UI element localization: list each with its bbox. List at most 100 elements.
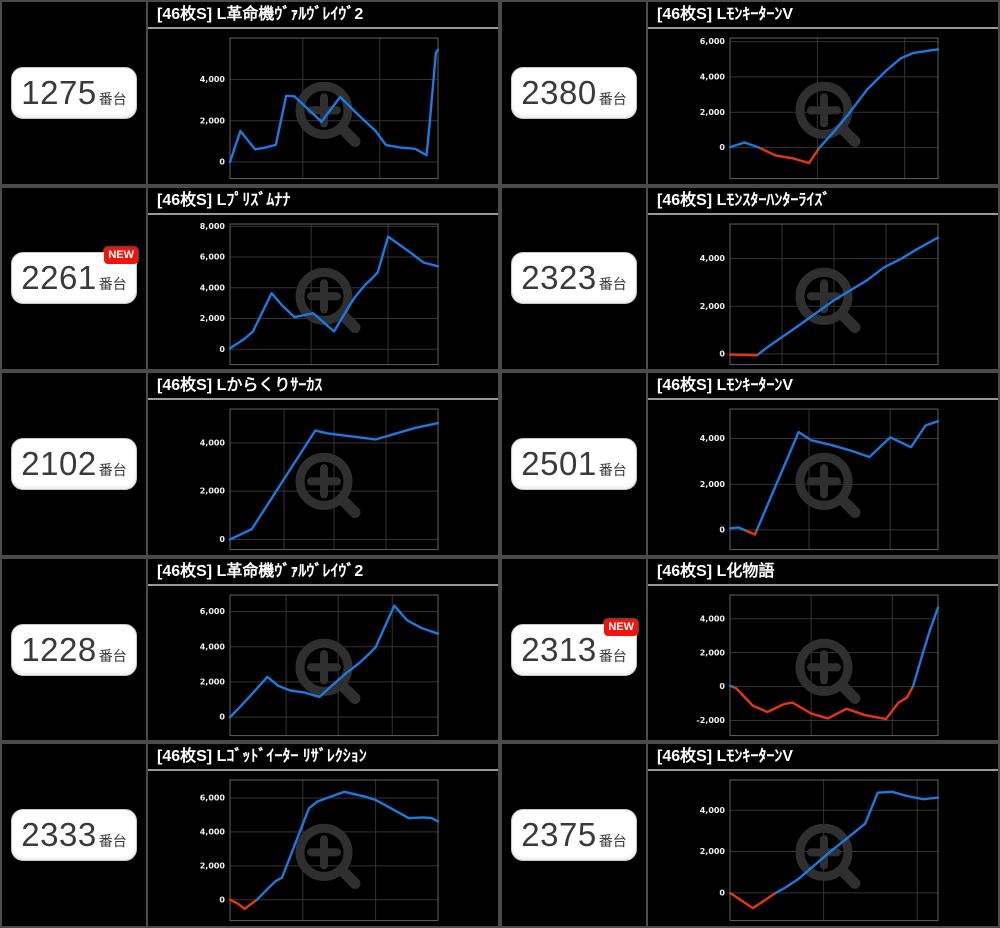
machine-panel[interactable]: 2333 番台 [46枚S] Lｺﾞｯﾄﾞｲｰﾀｰ ﾘｻﾞﾚｸｼｮﾝ 0 2,000… <box>0 742 500 928</box>
chart-svg: 0 2,000 4,000 6,000 <box>200 779 440 922</box>
payout-line-positive <box>228 48 440 164</box>
machine-title: [46枚S] Lからくりｻｰｶｽ <box>148 373 498 401</box>
svg-text:8,000: 8,000 <box>200 222 226 231</box>
magnifier-zoom-icon <box>295 824 361 890</box>
machine-panel[interactable]: 2102 番台 [46枚S] Lからくりｻｰｶｽ 0 2,000 4,000 <box>0 371 500 557</box>
y-axis-labels: 0 2,000 4,000 <box>200 75 226 167</box>
payout-line-positive <box>228 422 440 541</box>
machine-panel[interactable]: 2323 番台 [46枚S] Lﾓﾝｽﾀｰﾊﾝﾀｰﾗｲｽﾞ 0 2,000 4,000 <box>500 185 1000 372</box>
machine-number-badge: 2323 番台 <box>511 252 637 305</box>
machine-number-cell: 2380 番台 <box>502 2 648 184</box>
machine-panel-content: [46枚S] L革命機ｳﾞｧﾙｳﾞﾚｲｳﾞ2 0 2,000 4,000 6,000 <box>148 559 498 741</box>
machine-title: [46枚S] LﾓﾝｷｰﾀｰﾝV <box>648 744 998 772</box>
payout-chart[interactable]: 0 2,000 4,000 <box>648 400 998 555</box>
machine-number-cell: 2261 番台 NEW <box>2 187 148 370</box>
machine-number: 2323 <box>521 259 597 297</box>
chart-svg: 0 2,000 4,000 6,000 8,000 <box>200 222 440 365</box>
svg-text:0: 0 <box>219 712 225 721</box>
payout-line-negative <box>228 898 259 911</box>
y-axis-labels: 0 2,000 4,000 6,000 <box>200 794 226 905</box>
machine-panel-content: [46枚S] LﾓﾝｷｰﾀｰﾝV 0 2,000 4,000 <box>648 373 998 555</box>
svg-text:2,000: 2,000 <box>200 116 226 125</box>
svg-text:4,000: 4,000 <box>200 642 226 651</box>
payout-chart[interactable]: -2,000 0 2,000 4,000 <box>648 586 998 741</box>
payout-line-positive <box>728 420 940 532</box>
machine-number-unit: 番台 <box>98 833 127 850</box>
machine-title: [46枚S] Lﾓﾝｽﾀｰﾊﾝﾀｰﾗｲｽﾞ <box>648 188 998 215</box>
payout-line-positive <box>228 234 440 350</box>
magnifier-zoom-icon <box>795 452 861 519</box>
svg-text:2,000: 2,000 <box>700 480 726 489</box>
y-axis-labels: 0 2,000 4,000 <box>200 439 226 545</box>
magnifier-zoom-icon <box>295 452 361 519</box>
plot-border <box>729 779 939 922</box>
machine-number: 2375 <box>521 816 597 854</box>
chart-svg: 0 2,000 4,000 <box>700 408 940 551</box>
payout-line-positive <box>757 235 940 355</box>
machine-panel[interactable]: 2375 番台 [46枚S] LﾓﾝｷｰﾀｰﾝV 0 2,000 4,000 <box>500 742 1000 928</box>
machine-panel[interactable]: 1275 番台 [46枚S] L革命機ｳﾞｧﾙｳﾞﾚｲｳﾞ2 0 2,000 4,00… <box>0 0 500 186</box>
machine-panel[interactable]: 2261 番台 NEW [46枚S] Lﾌﾟﾘｽﾞﾑﾅﾅ 0 2,000 4,000 6… <box>0 185 500 372</box>
y-axis-labels: 0 2,000 4,000 <box>700 806 726 898</box>
svg-text:6,000: 6,000 <box>200 607 226 616</box>
payout-line-positive <box>255 790 440 902</box>
payout-chart[interactable]: 0 2,000 4,000 6,000 <box>648 29 998 184</box>
new-badge: NEW <box>604 618 638 636</box>
magnifier-zoom-icon <box>795 267 861 333</box>
svg-text:4,000: 4,000 <box>700 73 726 82</box>
payout-chart[interactable]: 0 2,000 4,000 <box>648 215 998 370</box>
y-axis-labels: 0 2,000 4,000 6,000 <box>700 37 726 152</box>
svg-text:-2,000: -2,000 <box>696 716 725 725</box>
payout-chart[interactable]: 0 2,000 4,000 6,000 8,000 <box>148 215 498 370</box>
machine-number-unit: 番台 <box>98 90 127 107</box>
y-axis-labels: 0 2,000 4,000 6,000 8,000 <box>200 222 226 354</box>
machine-title: [46枚S] LﾓﾝｷｰﾀｰﾝV <box>648 2 998 29</box>
magnifier-zoom-icon <box>295 267 361 333</box>
chart-svg: 0 2,000 4,000 <box>700 779 940 922</box>
y-axis-labels: 0 2,000 4,000 <box>700 254 726 358</box>
machine-panel[interactable]: 2313 番台 NEW [46枚S] L化物語 -2,000 0 2,000 4,000 <box>500 556 1000 743</box>
y-axis-labels: -2,000 0 2,000 4,000 <box>696 614 725 725</box>
y-axis-labels: 0 2,000 4,000 <box>700 434 726 534</box>
chart-gridlines <box>230 38 438 179</box>
svg-text:0: 0 <box>219 344 225 353</box>
machine-number-badge: 2333 番台 <box>11 809 137 862</box>
svg-text:4,000: 4,000 <box>700 254 726 263</box>
svg-text:4,000: 4,000 <box>700 434 726 443</box>
machine-title: [46枚S] L化物語 <box>648 559 998 586</box>
magnifier-zoom-icon <box>795 638 861 704</box>
svg-text:0: 0 <box>719 143 725 152</box>
chart-svg: 0 2,000 4,000 <box>200 408 440 551</box>
machine-number: 2261 <box>21 259 97 297</box>
payout-line-negative <box>731 685 915 721</box>
svg-text:4,000: 4,000 <box>700 614 726 623</box>
svg-text:0: 0 <box>719 349 725 358</box>
machine-panel[interactable]: 2501 番台 [46枚S] LﾓﾝｷｰﾀｰﾝV 0 2,000 4,000 <box>500 371 1000 557</box>
payout-chart[interactable]: 0 2,000 4,000 <box>648 771 998 926</box>
machine-panel[interactable]: 1228 番台 [46枚S] L革命機ｳﾞｧﾙｳﾞﾚｲｳﾞ2 0 2,000 4,00… <box>0 556 500 743</box>
machine-number-cell: 2323 番台 <box>502 187 648 370</box>
chart-svg: 0 2,000 4,000 <box>200 37 440 180</box>
payout-line-negative <box>757 146 821 165</box>
payout-chart[interactable]: 0 2,000 4,000 6,000 <box>148 586 498 741</box>
payout-chart[interactable]: 0 2,000 4,000 6,000 <box>148 771 498 926</box>
chart-svg: 0 2,000 4,000 6,000 <box>700 37 940 180</box>
svg-text:0: 0 <box>219 896 225 905</box>
svg-text:4,000: 4,000 <box>700 806 726 815</box>
machine-number-badge: 2375 番台 <box>511 809 637 862</box>
machine-number-unit: 番台 <box>598 90 627 107</box>
plot-border <box>229 779 439 922</box>
machine-panel-content: [46枚S] Lﾓﾝｽﾀｰﾊﾝﾀｰﾗｲｽﾞ 0 2,000 4,000 <box>648 188 998 370</box>
machine-number-badge: 1228 番台 <box>11 623 137 676</box>
plot-border <box>229 37 439 180</box>
machine-panel-content: [46枚S] L化物語 -2,000 0 2,000 4,000 <box>648 559 998 741</box>
svg-text:4,000: 4,000 <box>200 439 226 448</box>
payout-chart[interactable]: 0 2,000 4,000 <box>148 400 498 555</box>
payout-chart[interactable]: 0 2,000 4,000 <box>148 29 498 184</box>
machine-panel[interactable]: 2380 番台 [46枚S] LﾓﾝｷｰﾀｰﾝV 0 2,000 4,000 6,000 <box>500 0 1000 186</box>
machine-number-unit: 番台 <box>598 461 627 478</box>
svg-text:2,000: 2,000 <box>200 314 226 323</box>
machine-number-cell: 2313 番台 NEW <box>502 558 648 741</box>
machine-panel-content: [46枚S] L革命機ｳﾞｧﾙｳﾞﾚｲｳﾞ2 0 2,000 4,000 <box>148 2 498 184</box>
